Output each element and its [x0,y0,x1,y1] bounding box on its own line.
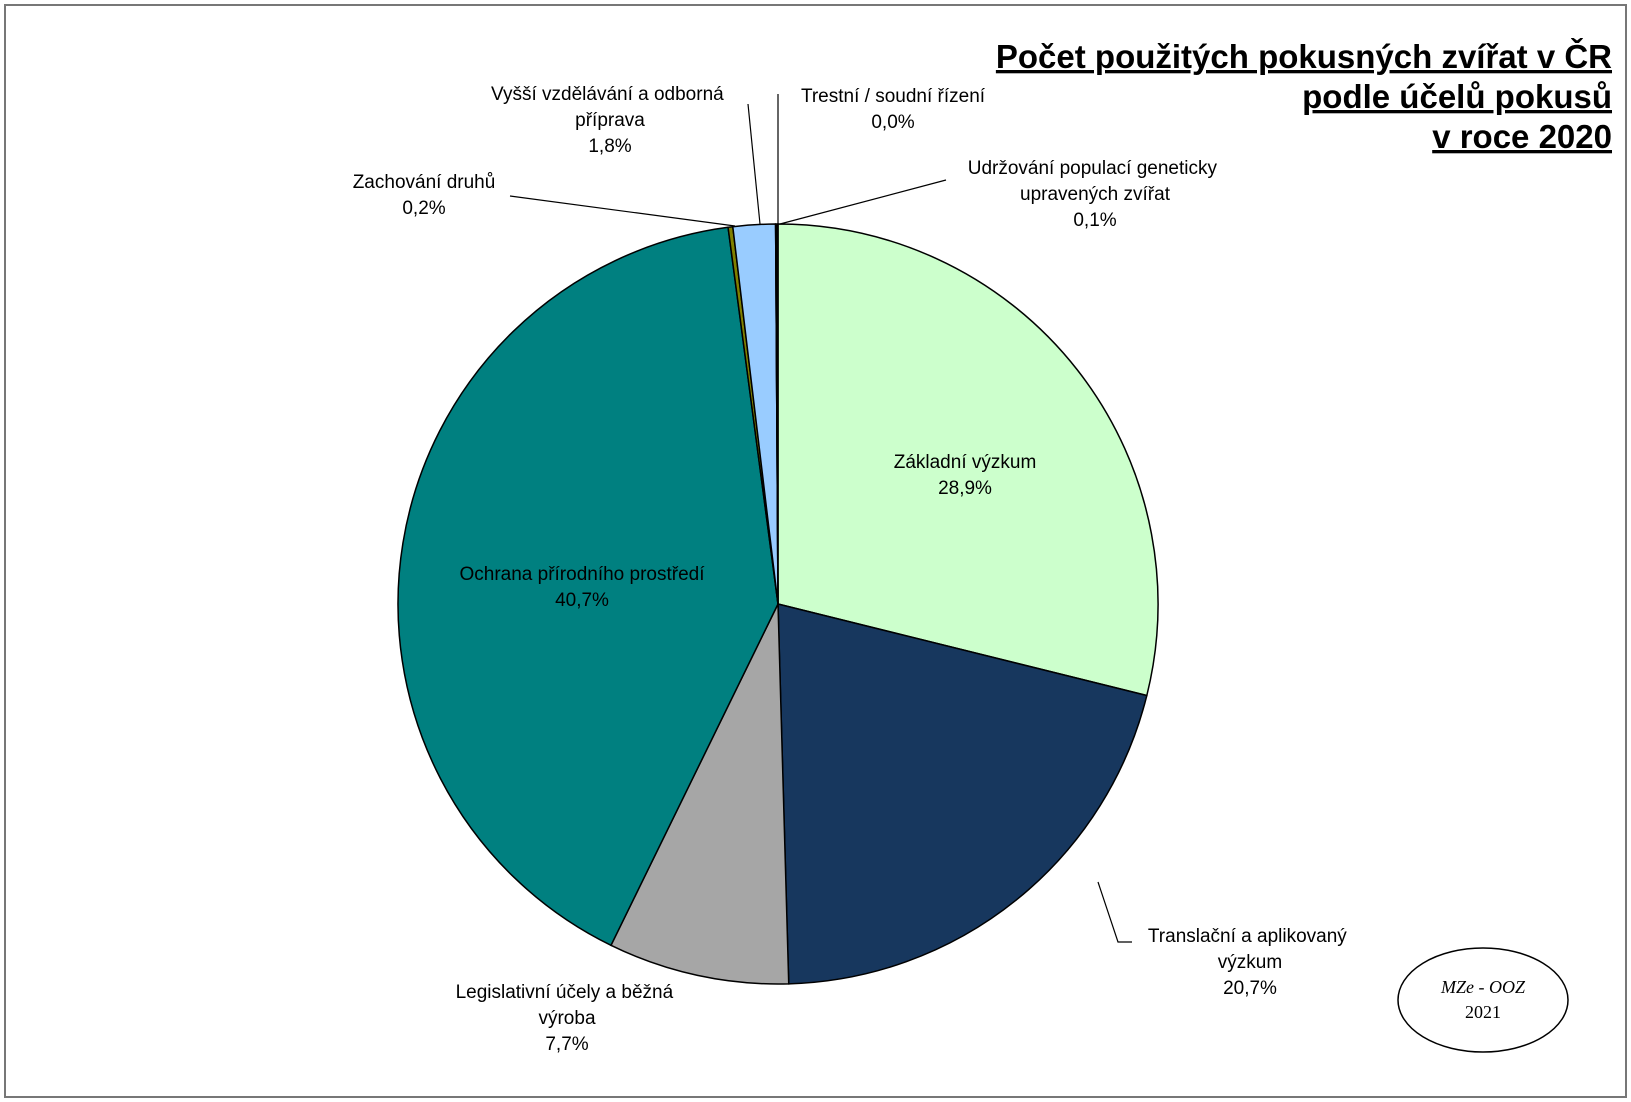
value-label: 40,7% [555,590,609,611]
slice [777,603,1148,985]
chart-title: podle účelů pokusů [1302,78,1612,115]
slice-label: Translační a aplikovaný výzkum [1148,926,1352,973]
slice-label: Základní výzkum [894,452,1037,473]
value-label: 7,7% [545,1034,588,1055]
value-label: 0,1% [1073,210,1116,231]
value-label: 1,8% [588,136,631,157]
slice-label: Zachování druhů [353,172,496,193]
slices [397,223,1159,985]
chart-title: Počet použitých pokusných zvířat v ČR [996,37,1612,75]
chart-title: v roce 2020 [1432,118,1612,155]
stamp-outline [1397,947,1569,1053]
leader-line [747,103,761,225]
slice-label: Ochrana přírodního prostředí [459,564,705,585]
leader-line [779,179,947,225]
value-label: 20,7% [1223,978,1277,999]
source: MZe - OOZ [1440,977,1526,997]
value-label: 0,0% [871,112,914,133]
source-year: 2021 [1465,1002,1501,1022]
frame [4,4,1627,1098]
leader-line [509,195,736,227]
slice [397,226,779,947]
value-label: 28,9% [938,478,992,499]
value-label: 0,2% [402,198,445,219]
slice [609,603,790,985]
slice-label: Trestní / soudní řízení [801,86,986,107]
slice-label: Udržování populací geneticky upravených … [968,158,1223,205]
slice-label: Vyšší vzdělávání a odborná příprava [491,84,729,131]
leader-line [1097,881,1132,943]
slice-label: Legislativní účely a běžná výroba [456,982,679,1029]
slice [777,223,1159,697]
